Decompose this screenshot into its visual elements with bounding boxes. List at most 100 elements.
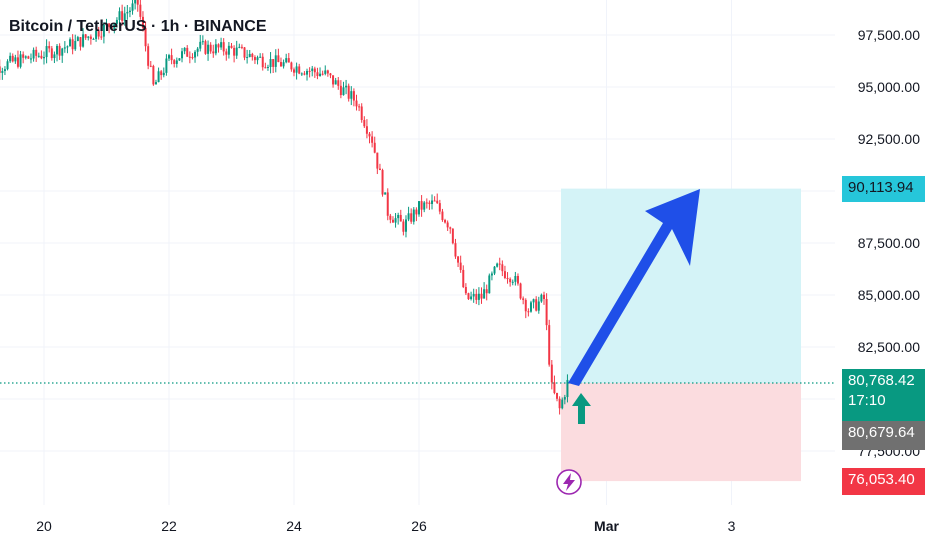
candle	[19, 50, 22, 69]
candle	[279, 57, 282, 67]
candle	[316, 67, 319, 80]
candle	[363, 116, 366, 128]
candle	[74, 34, 77, 51]
candle	[446, 220, 449, 231]
candle	[365, 119, 368, 139]
candle	[102, 22, 105, 44]
candle	[152, 64, 155, 86]
candle	[196, 46, 199, 57]
candle	[337, 77, 340, 90]
candle	[50, 46, 53, 61]
candle	[485, 284, 488, 301]
candle	[1, 67, 4, 80]
candle	[506, 272, 509, 284]
candle	[269, 52, 272, 74]
candle	[6, 59, 9, 71]
candle	[540, 293, 543, 303]
candle	[553, 375, 556, 395]
candle	[514, 271, 517, 286]
candle	[389, 213, 392, 224]
candle	[22, 51, 25, 64]
candle	[358, 103, 361, 112]
candle	[532, 298, 535, 309]
candle	[100, 31, 103, 40]
candlestick-series	[0, 0, 569, 415]
candle	[444, 218, 447, 224]
big-arrow-icon	[568, 189, 700, 386]
candle	[488, 273, 491, 294]
previous-close-value: 80,679.64	[848, 424, 915, 441]
candle	[329, 72, 332, 79]
lightning-icon[interactable]	[556, 469, 582, 495]
price-tick-label: 82,500.00	[858, 339, 920, 355]
candle	[274, 49, 277, 73]
candle	[350, 86, 353, 106]
price-tick-label: 97,500.00	[858, 27, 920, 43]
candle	[248, 50, 251, 58]
stop-loss-zone[interactable]	[561, 383, 801, 482]
candle	[449, 226, 452, 234]
candle	[230, 43, 233, 49]
current-price-value: 80,768.42	[848, 372, 915, 389]
candle	[238, 43, 241, 49]
candle	[293, 67, 295, 77]
candle	[217, 43, 220, 53]
candle	[566, 374, 569, 403]
candle	[157, 67, 160, 83]
candle	[149, 60, 152, 68]
time-tick-label: 3	[728, 518, 736, 534]
candle	[493, 266, 496, 276]
candle	[397, 212, 400, 225]
candle	[154, 79, 157, 85]
candle	[136, 0, 139, 12]
candle	[175, 57, 178, 68]
candle	[556, 392, 559, 402]
candle	[199, 34, 202, 52]
candle	[251, 52, 254, 61]
candle	[347, 83, 350, 102]
candle	[503, 265, 506, 280]
time-axis[interactable]: 20 22 24 26 Mar 3	[36, 518, 735, 534]
candle	[272, 59, 275, 74]
candle	[48, 41, 51, 53]
candle	[509, 277, 512, 287]
candle	[501, 260, 504, 277]
candle	[76, 35, 79, 42]
candle	[418, 201, 420, 217]
price-tick-label: 95,000.00	[858, 79, 920, 95]
candle	[285, 53, 288, 64]
candle	[56, 43, 59, 62]
candle	[139, 0, 142, 20]
candle	[32, 47, 35, 62]
candle	[35, 46, 38, 62]
candle	[201, 35, 204, 45]
candle	[306, 68, 309, 81]
candle	[24, 55, 27, 60]
candle	[332, 75, 335, 88]
candle	[386, 188, 389, 221]
take-profit-value: 90,113.94	[848, 179, 914, 196]
candle	[548, 319, 551, 367]
candle	[378, 163, 381, 171]
price-axis[interactable]: 97,500.00 95,000.00 92,500.00 87,500.00 85,0…	[858, 27, 920, 459]
candle	[352, 88, 355, 107]
candle	[118, 7, 121, 24]
time-tick-label: Mar	[594, 518, 619, 534]
candle	[14, 54, 17, 64]
candle	[92, 37, 95, 40]
candle	[115, 17, 118, 28]
time-tick-label: 26	[411, 518, 427, 534]
candle	[563, 394, 566, 405]
candle	[324, 65, 327, 76]
candle	[168, 53, 170, 62]
candle	[360, 103, 363, 123]
candle	[113, 23, 116, 34]
candle	[246, 49, 249, 64]
candle	[188, 51, 191, 64]
candle	[204, 39, 207, 55]
candle	[160, 69, 163, 80]
candle	[391, 216, 394, 223]
candle	[61, 47, 64, 63]
candle	[225, 48, 228, 61]
